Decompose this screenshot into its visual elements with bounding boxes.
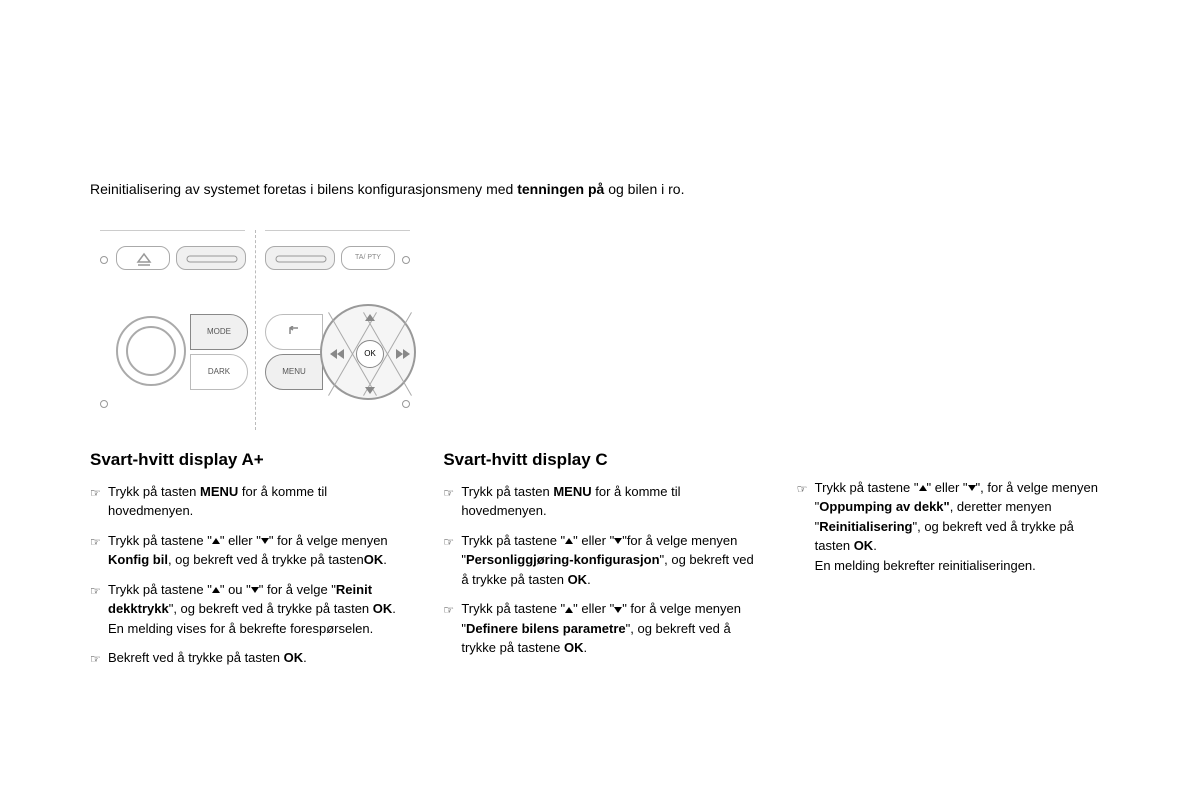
intro-suffix: og bilen i ro.: [604, 181, 684, 197]
intro-bold: tenningen på: [517, 181, 604, 197]
bullet-b1: ☞ Trykk på tasten MENU for å komme til h…: [443, 482, 756, 521]
up-arrow-icon: [212, 538, 220, 544]
bullet-a3: ☞ Trykk på tastene "" ou "" for å velge …: [90, 580, 403, 639]
eject-icon: [117, 247, 171, 271]
down-arrow-icon: [614, 538, 622, 544]
up-arrow-icon: [565, 538, 573, 544]
bullet-a2: ☞ Trykk på tastene "" eller "" for å vel…: [90, 531, 403, 570]
bullet-c1: ☞ Trykk på tastene "" eller "", for å ve…: [797, 478, 1110, 576]
bullet-b3: ☞ Trykk på tastene "" eller "" for å vel…: [443, 599, 756, 658]
up-arrow-icon: [565, 607, 573, 613]
hand-icon: ☞: [90, 580, 108, 600]
up-arrow-icon: [919, 485, 927, 491]
back-icon: [286, 326, 302, 338]
hand-icon: ☞: [443, 531, 461, 551]
hand-icon: ☞: [90, 531, 108, 551]
ok-button: OK: [356, 340, 384, 368]
heading-a: Svart-hvitt display A+: [90, 450, 403, 470]
dark-button: DARK: [190, 354, 248, 390]
ta-pty-label: TA/ PTY: [355, 254, 381, 261]
down-arrow-icon: [968, 485, 976, 491]
hand-icon: ☞: [443, 599, 461, 619]
down-arrow-icon: [251, 587, 259, 593]
back-button: [265, 314, 323, 350]
column-a: Svart-hvitt display A+ ☞ Trykk på tasten…: [90, 450, 403, 679]
hand-icon: ☞: [443, 482, 461, 502]
hand-icon: ☞: [90, 648, 108, 668]
slot-icon: [177, 247, 247, 271]
up-arrow-icon: [212, 587, 220, 593]
down-arrow-icon: [614, 607, 622, 613]
mode-button: MODE: [190, 314, 248, 350]
dpad: OK: [320, 304, 416, 400]
column-c: ☞ Trykk på tastene "" eller "", for å ve…: [797, 450, 1110, 679]
bullet-b2: ☞ Trykk på tastene "" eller ""for å velg…: [443, 531, 756, 590]
hand-icon: ☞: [90, 482, 108, 502]
menu-button: MENU: [265, 354, 323, 390]
bullet-a4: ☞ Bekreft ved å trykke på tasten OK.: [90, 648, 403, 668]
down-arrow-icon: [261, 538, 269, 544]
heading-b: Svart-hvitt display C: [443, 450, 756, 470]
intro-text: Reinitialisering av systemet foretas i b…: [90, 180, 1110, 200]
control-panel-diagram: TA/ PTY MODE DARK MENU: [90, 230, 420, 430]
column-b: Svart-hvitt display C ☞ Trykk på tasten …: [443, 450, 756, 679]
hand-icon: ☞: [797, 478, 815, 498]
bullet-a1: ☞ Trykk på tasten MENU for å komme til h…: [90, 482, 403, 521]
intro-prefix: Reinitialisering av systemet foretas i b…: [90, 181, 517, 197]
